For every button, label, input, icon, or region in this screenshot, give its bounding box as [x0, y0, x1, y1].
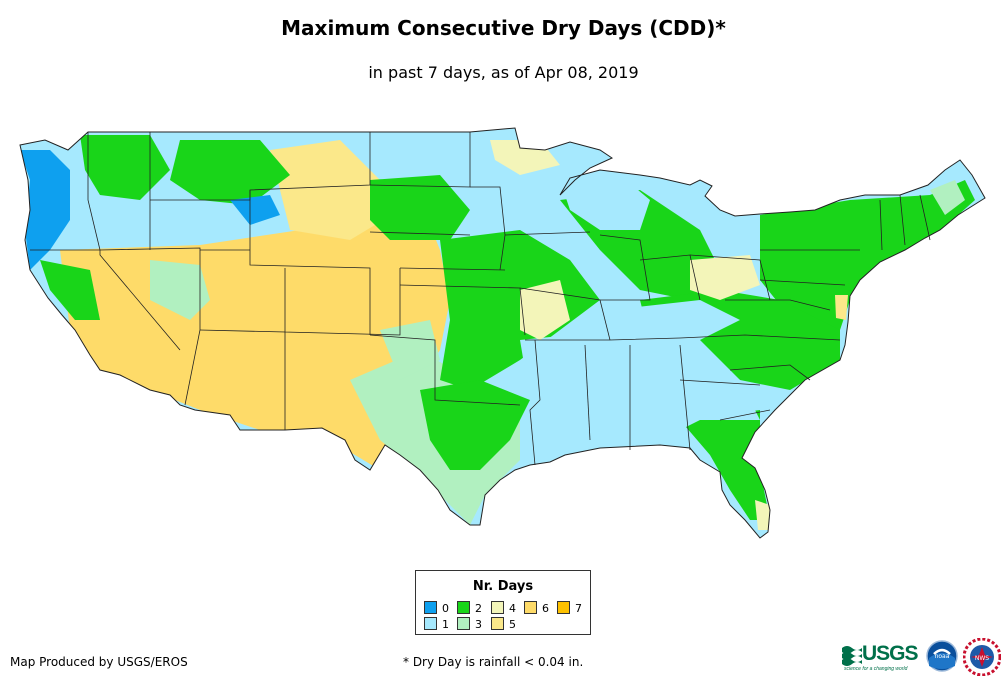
legend-label-0: 0	[442, 602, 449, 615]
nws-logo-icon: NWS	[963, 638, 1001, 676]
region-4-ohio	[690, 255, 760, 300]
legend-label-5: 5	[509, 618, 516, 631]
legend-label-1: 1	[442, 618, 449, 631]
usgs-logo: USGS	[862, 642, 919, 665]
legend-item-4: 4	[491, 601, 516, 615]
region-1-kentucky	[610, 300, 740, 340]
legend-label-6: 6	[542, 602, 549, 615]
noaa-logo-icon: noaa	[926, 640, 958, 672]
region-2-texas-band	[420, 380, 530, 470]
map-legend: Nr. Days 0 1 2 3 4 5 6 7	[415, 570, 591, 635]
region-2-dakotas	[370, 175, 470, 240]
legend-item-7: 7	[557, 601, 582, 615]
map-title: Maximum Consecutive Dry Days (CDD)*	[281, 16, 726, 40]
legend-swatch-4	[491, 601, 504, 614]
legend-swatch-7	[557, 601, 570, 614]
agency-logos: USGS science for a changing world noaa N…	[842, 638, 1002, 678]
region-1-south	[520, 330, 760, 445]
legend-title: Nr. Days	[472, 579, 534, 594]
region-1-great-lakes	[560, 175, 650, 230]
region-0-idaho	[230, 195, 280, 225]
legend-swatch-5	[491, 617, 504, 630]
legend-item-2: 2	[457, 601, 482, 615]
region-3-maine	[930, 180, 965, 215]
legend-swatch-1	[424, 617, 437, 630]
region-4-missouri	[520, 280, 570, 340]
legend-label-3: 3	[475, 618, 482, 631]
usgs-logo-icon	[842, 646, 862, 666]
legend-item-5: 5	[491, 617, 516, 631]
usgs-tagline: science for a changing world	[844, 666, 908, 672]
region-5-plains	[270, 140, 400, 240]
region-2-montana	[170, 140, 290, 205]
region-2-northwest	[80, 135, 170, 200]
legend-label-4: 4	[509, 602, 516, 615]
legend-label-2: 2	[475, 602, 482, 615]
map-credit: Map Produced by USGS/EROS	[10, 655, 188, 669]
region-4-delmarva	[835, 295, 848, 320]
region-4-florida	[755, 500, 770, 530]
region-3-nevada	[150, 260, 210, 320]
legend-swatch-6	[524, 601, 537, 614]
state-boundaries	[19, 127, 986, 539]
legend-item-3: 3	[457, 617, 482, 631]
legend-swatch-0	[424, 601, 437, 614]
legend-swatch-3	[457, 617, 470, 630]
map-subtitle: in past 7 days, as of Apr 08, 2019	[368, 63, 639, 82]
legend-item-0: 0	[424, 601, 449, 615]
legend-item-1: 1	[424, 617, 449, 631]
region-0-pacific-nw	[20, 150, 70, 270]
legend-label-7: 7	[575, 602, 582, 615]
dry-day-footnote: * Dry Day is rainfall < 0.04 in.	[403, 655, 584, 669]
legend-item-6: 6	[524, 601, 549, 615]
region-2-southeast	[680, 410, 770, 520]
region-2-northeast	[760, 180, 975, 330]
nws-logo-text: NWS	[975, 655, 989, 662]
region-2-california	[40, 260, 100, 320]
legend-swatch-2	[457, 601, 470, 614]
noaa-logo-text: noaa	[935, 653, 950, 660]
